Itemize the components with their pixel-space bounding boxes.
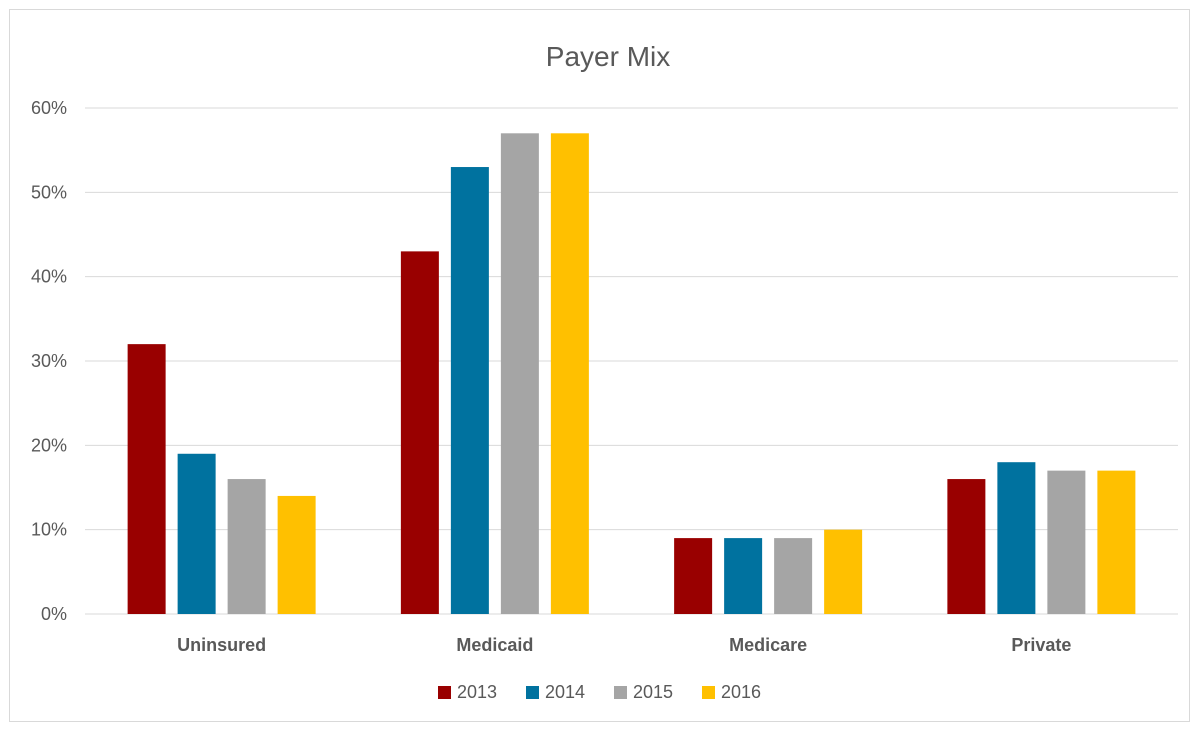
category-label: Medicaid [456, 635, 533, 655]
legend-label: 2013 [457, 682, 497, 702]
bar-uninsured-2015 [227, 479, 266, 614]
y-tick-label: 0% [41, 604, 67, 624]
legend-label: 2015 [633, 682, 673, 702]
y-tick-label: 40% [31, 267, 67, 287]
bar-private-2016 [1097, 470, 1136, 614]
legend-swatch [614, 686, 627, 699]
bar-medicare-2016 [824, 529, 863, 614]
bar-medicaid-2016 [550, 133, 589, 615]
y-axis-ticks: 0% 10% 20% 30% 40% 50% 60% [31, 98, 67, 624]
bar-uninsured-2014 [177, 453, 216, 614]
bar-uninsured-2016 [277, 495, 316, 614]
legend-label: 2014 [545, 682, 585, 702]
legend-swatch [526, 686, 539, 699]
gridlines [85, 107, 1178, 615]
category-label: Uninsured [177, 635, 266, 655]
bar-medicaid-2013 [400, 251, 439, 614]
x-axis-categories: Uninsured Medicaid Medicare Private [177, 635, 1071, 655]
bar-uninsured-2013 [127, 344, 166, 614]
bar-medicaid-2015 [500, 133, 539, 615]
legend-swatch [702, 686, 715, 699]
y-tick-label: 60% [31, 98, 67, 118]
bar-medicare-2015 [774, 538, 813, 614]
legend-label: 2016 [721, 682, 761, 702]
y-tick-label: 10% [31, 520, 67, 540]
bar-private-2015 [1047, 470, 1086, 614]
category-label: Medicare [729, 635, 807, 655]
bar-private-2014 [997, 462, 1036, 614]
y-tick-label: 50% [31, 182, 67, 202]
chart-title: Payer Mix [546, 41, 670, 72]
bar-medicare-2014 [724, 538, 763, 614]
bar-private-2013 [947, 479, 986, 614]
category-label: Private [1011, 635, 1071, 655]
legend-swatch [438, 686, 451, 699]
legend: 2013 2014 2015 2016 [438, 682, 761, 702]
y-tick-label: 20% [31, 435, 67, 455]
bar-medicaid-2014 [450, 167, 489, 615]
bars [127, 133, 1136, 615]
bar-medicare-2013 [674, 538, 713, 614]
y-tick-label: 30% [31, 351, 67, 371]
